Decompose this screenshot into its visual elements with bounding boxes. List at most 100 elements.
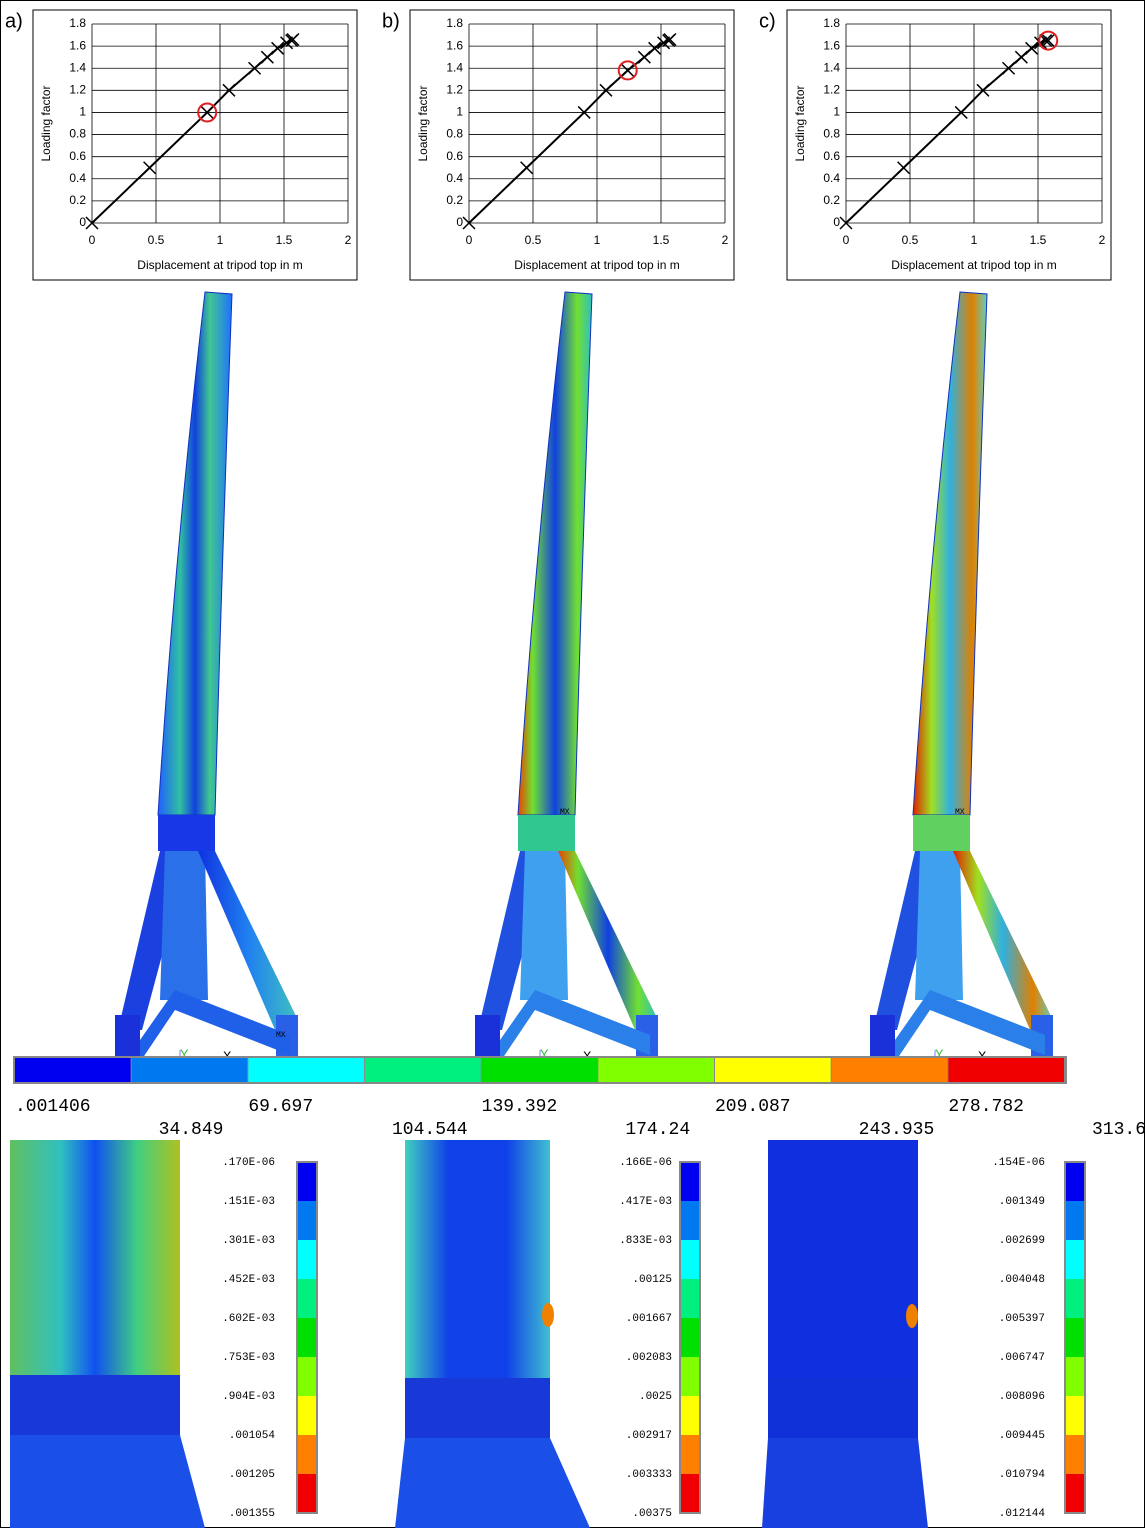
legend-swatch: [715, 1058, 831, 1082]
legend-swatch: [598, 1058, 714, 1082]
detail-swatch: [1065, 1357, 1085, 1396]
detail-swatch: [297, 1474, 317, 1513]
legend-swatch: [15, 1058, 131, 1082]
figure: a) 0 0.2 0.4 0.6 0.8 1 1.2 1.4 1.6 1.8 0 0.5 1 1.5 2 Loa…: [0, 0, 1145, 1528]
y-tick-label: 0.2: [446, 193, 463, 207]
detail-label: .452E-03: [222, 1274, 275, 1286]
y-tick-label: 1.2: [446, 83, 463, 97]
x-axis-label: Displacement at tripod top in m: [137, 258, 302, 272]
max-label: MX: [276, 1031, 286, 1040]
detail-b: [395, 1140, 590, 1528]
x-tick-label: 0.5: [148, 233, 165, 247]
x-tick-label: 2: [1099, 233, 1106, 247]
y-tick-label: 1.4: [69, 60, 86, 74]
x-tick-label: 1.5: [1030, 233, 1047, 247]
legend-label: 69.697: [248, 1097, 313, 1117]
legend-swatch: [132, 1058, 248, 1082]
detail-swatch: [297, 1201, 317, 1240]
model-b: [475, 292, 658, 1062]
detail-label: .009445: [999, 1430, 1045, 1442]
x-tick-label: 1: [594, 233, 601, 247]
legend-swatch: [482, 1058, 598, 1082]
detail-label: .010794: [999, 1469, 1046, 1481]
x-axis-label: Displacement at tripod top in m: [891, 258, 1056, 272]
model-a: [115, 292, 298, 1062]
detail-swatch: [297, 1240, 317, 1279]
max-label: MX: [560, 808, 570, 817]
legend-label: 174.24: [625, 1120, 690, 1140]
detail-label: .008096: [999, 1391, 1045, 1403]
y-tick-label: 0.6: [69, 149, 86, 163]
detail-label: .170E-06: [222, 1157, 275, 1169]
model-c: [870, 292, 1053, 1062]
detail-swatch: [297, 1279, 317, 1318]
detail-label: .004048: [999, 1274, 1045, 1286]
detail-label: .833E-03: [619, 1235, 672, 1247]
y-tick-label: 1: [833, 105, 840, 119]
legend-label: 34.849: [159, 1120, 224, 1140]
y-tick-label: 1: [456, 105, 463, 119]
y-tick-label: 1.6: [446, 38, 463, 52]
detail-label: .0025: [639, 1391, 672, 1403]
detail-swatch: [680, 1240, 700, 1279]
y-tick-label: 0.4: [823, 171, 840, 185]
y-tick-label: 1.8: [823, 16, 840, 30]
detail-label: .001349: [999, 1196, 1045, 1208]
y-axis-label: Loading factor: [793, 85, 807, 161]
y-tick-label: 1.6: [823, 38, 840, 52]
detail-swatch: [1065, 1279, 1085, 1318]
y-tick-label: 1.4: [446, 60, 463, 74]
detail-swatch: [1065, 1318, 1085, 1357]
detail-label: .753E-03: [222, 1352, 275, 1364]
detail-label: .00375: [632, 1508, 672, 1520]
detail-swatch: [680, 1162, 700, 1201]
y-tick-label: 1: [79, 105, 86, 119]
detail-swatch: [680, 1318, 700, 1357]
detail-label: .002083: [626, 1352, 672, 1364]
detail-swatch: [1065, 1240, 1085, 1279]
x-tick-label: 1.5: [276, 233, 293, 247]
y-tick-label: 0: [456, 215, 463, 229]
y-tick-label: 0.6: [446, 149, 463, 163]
detail-swatch: [1065, 1435, 1085, 1474]
detail-swatch: [680, 1357, 700, 1396]
panel-label: b): [382, 10, 400, 32]
y-axis-label: Loading factor: [39, 85, 53, 161]
y-tick-label: 0.6: [823, 149, 840, 163]
y-tick-label: 0.2: [823, 193, 840, 207]
legend-label: 139.392: [482, 1097, 558, 1117]
y-tick-label: 0: [833, 215, 840, 229]
x-tick-label: 0.5: [902, 233, 919, 247]
y-tick-label: 1.4: [823, 60, 840, 74]
detail-label: .005397: [999, 1313, 1045, 1325]
legend-swatch: [248, 1058, 364, 1082]
x-tick-label: 0: [466, 233, 473, 247]
panel-label: c): [759, 10, 776, 32]
legend-label: .001406: [15, 1097, 91, 1117]
y-tick-label: 1.2: [69, 83, 86, 97]
y-tick-label: 0.8: [823, 127, 840, 141]
legend-swatch: [365, 1058, 481, 1082]
x-tick-label: 0.5: [525, 233, 542, 247]
detail-label: .001355: [229, 1508, 275, 1520]
detail-swatch: [680, 1474, 700, 1513]
y-tick-label: 0.4: [69, 171, 86, 185]
legend-swatch: [948, 1058, 1064, 1082]
y-tick-label: 1.6: [69, 38, 86, 52]
detail-label: .006747: [999, 1352, 1045, 1364]
detail-label: .001205: [229, 1469, 275, 1481]
y-tick-label: 0.8: [446, 127, 463, 141]
detail-label: .002917: [626, 1430, 672, 1442]
x-tick-label: 1: [971, 233, 978, 247]
detail-label: .301E-03: [222, 1235, 275, 1247]
detail-label: .001054: [229, 1430, 276, 1442]
detail-c: [762, 1140, 928, 1528]
legend-label: 104.544: [392, 1120, 468, 1140]
detail-swatch: [1065, 1201, 1085, 1240]
y-tick-label: 0.2: [69, 193, 86, 207]
detail-swatch: [297, 1357, 317, 1396]
detail-label: .002699: [999, 1235, 1045, 1247]
detail-swatch: [1065, 1474, 1085, 1513]
y-tick-label: 1.8: [446, 16, 463, 30]
panel-label: a): [5, 10, 23, 32]
